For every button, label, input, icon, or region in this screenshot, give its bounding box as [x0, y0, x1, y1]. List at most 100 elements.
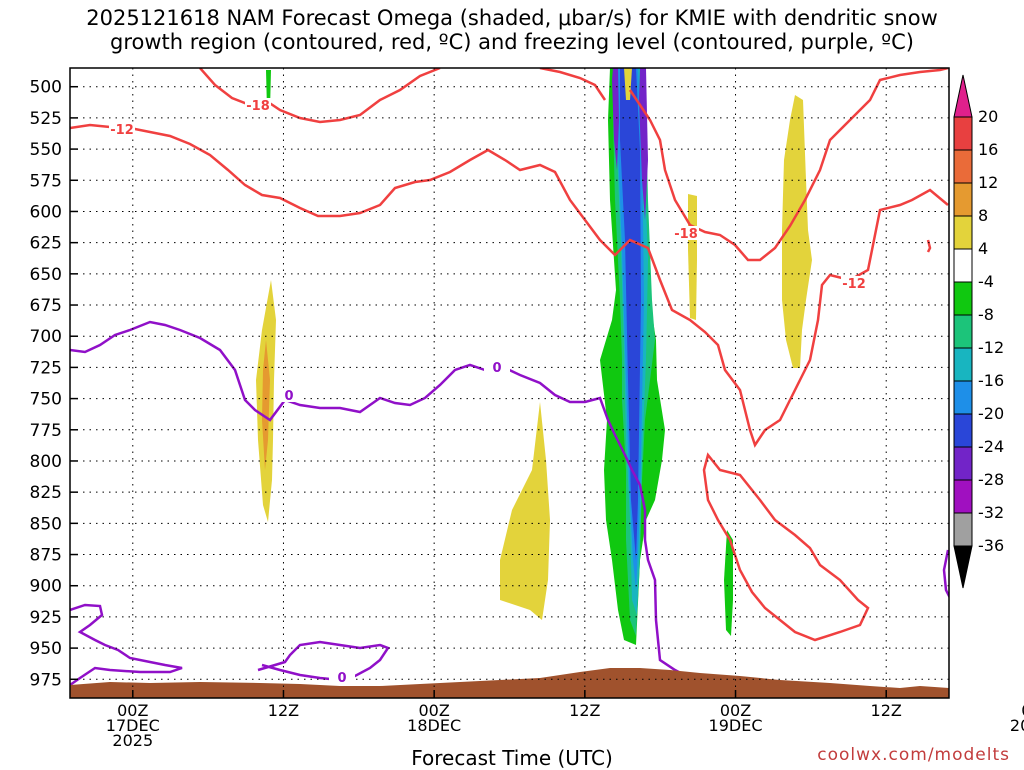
- freezing-contour-right-edge: [942, 549, 949, 599]
- contour-label: -12: [110, 123, 134, 138]
- contour-label-bg: [109, 122, 135, 136]
- colorbar-bin: [953, 215, 973, 250]
- colorbar-label: 16: [978, 140, 998, 159]
- colorbar-bin: [953, 248, 973, 283]
- x-tick-label: 2025: [112, 731, 153, 750]
- colorbar-bin: [953, 149, 973, 184]
- y-tick-label: 800: [30, 452, 62, 472]
- freezing-contour-lower-left: [70, 603, 183, 687]
- omega-positive-6z-19dec: [688, 194, 697, 320]
- credit-text: coolwx.com/modelts: [817, 745, 1010, 765]
- y-tick-label: 750: [30, 390, 62, 410]
- x-tick-label: 00Z: [1021, 701, 1024, 720]
- y-axis: 500 525 550 575 600 625 650 675 700 725 750 775 800 8…: [30, 78, 78, 690]
- plot-frame: [69, 67, 950, 699]
- x-tick-label: 17DEC: [106, 716, 160, 735]
- colorbar-label: -36: [978, 536, 1004, 555]
- colorbar-label: 20: [978, 107, 998, 126]
- dsgr-contour-small: [926, 239, 932, 253]
- contour-label: 0: [284, 389, 293, 404]
- colorbar-bin: [953, 380, 973, 415]
- y-tick-label: 725: [30, 358, 62, 378]
- x-tick-label: 12Z: [569, 701, 600, 720]
- colorbar-extend-top: [953, 74, 973, 118]
- contour-label-bg: [673, 226, 699, 240]
- omega-negative-12z-19dec: [724, 530, 733, 636]
- x-tick-label: 00Z: [418, 701, 449, 720]
- freezing-contour-lower-mid: [257, 640, 390, 682]
- contour-label-bg: [329, 670, 355, 684]
- colorbar-label: -24: [978, 437, 1004, 456]
- omega-positive-15z-19dec: [782, 95, 812, 368]
- y-tick-label: 700: [30, 327, 62, 347]
- colorbar-label: -20: [978, 404, 1004, 423]
- y-tick-label: 950: [30, 639, 62, 659]
- x-tick-label: 12Z: [871, 701, 902, 720]
- x-tick-label: 00Z: [117, 701, 148, 720]
- y-tick-label: 650: [30, 265, 62, 285]
- contour-label: -18: [674, 227, 698, 242]
- y-tick-label: 575: [30, 171, 62, 191]
- colorbar-extend-bottom: [953, 545, 973, 589]
- contour-label-bg: [245, 98, 271, 112]
- colorbar-label: -8: [978, 305, 994, 324]
- omega-core-12z-17dec: [262, 340, 270, 470]
- contour-label-bg: [276, 388, 302, 402]
- dsgr-contour-closed: [702, 452, 870, 642]
- dsgr-contours: [70, 68, 949, 642]
- x-axis-title: Forecast Time (UTC): [411, 746, 613, 770]
- contour-label: -12: [842, 277, 866, 292]
- y-tick-label: 925: [30, 608, 62, 628]
- colorbar: 20 16 12 8 4 -4 -8 -12 -16 -20 -24 -28 -32 -36: [953, 74, 1004, 589]
- x-tick-label: 19DEC: [709, 716, 763, 735]
- colorbar-bin: [953, 512, 973, 547]
- dsgr-contour-minus18: [199, 68, 949, 262]
- grid-lines: [70, 68, 949, 698]
- x-tick-label: 18DEC: [407, 716, 461, 735]
- omega-negative-band-purple: [612, 68, 619, 170]
- freezing-contours: [70, 320, 949, 691]
- x-tick-label: 20DEC: [1010, 716, 1024, 735]
- contour-label-bg: [484, 360, 510, 374]
- y-tick-label: 675: [30, 296, 62, 316]
- y-tick-label: 850: [30, 514, 62, 534]
- dsgr-contour-minus12: [70, 123, 949, 448]
- colorbar-label: 8: [978, 206, 988, 225]
- contour-labels: -18 -12 -18 -12 0 0 0: [109, 98, 867, 686]
- x-tick-label: 00Z: [720, 701, 751, 720]
- x-tick-label: 12Z: [268, 701, 299, 720]
- colorbar-label: -32: [978, 503, 1004, 522]
- colorbar-bin: [953, 479, 973, 514]
- terrain-surface: [70, 668, 949, 698]
- colorbar-label: -28: [978, 470, 1004, 489]
- colorbar-label: 12: [978, 173, 998, 192]
- contour-label: -18: [246, 99, 270, 114]
- y-tick-label: 775: [30, 421, 62, 441]
- y-tick-label: 875: [30, 546, 62, 566]
- y-tick-label: 525: [30, 109, 62, 129]
- chart-title-line2: growth region (contoured, red, ºC) and f…: [110, 30, 914, 54]
- colorbar-label: -12: [978, 338, 1004, 357]
- colorbar-bin: [953, 413, 973, 448]
- contour-label-bg: [841, 276, 867, 290]
- colorbar-bin: [953, 281, 973, 316]
- omega-shading: [256, 68, 812, 645]
- colorbar-bin: [953, 182, 973, 217]
- colorbar-bin: [953, 314, 973, 349]
- colorbar-bin: [953, 347, 973, 382]
- colorbar-bin: [953, 116, 973, 151]
- omega-positive-plume-12z-18dec: [500, 402, 550, 620]
- y-tick-label: 500: [30, 78, 62, 98]
- x-axis: 00Z17DEC202512Z00Z18DEC12Z00Z19DEC12Z00Z…: [106, 690, 1024, 750]
- y-tick-label: 625: [30, 234, 62, 254]
- freezing-contour-main: [70, 320, 701, 691]
- colorbar-label: 4: [978, 239, 988, 258]
- colorbar-bin: [953, 446, 973, 481]
- y-tick-label: 900: [30, 577, 62, 597]
- y-tick-label: 825: [30, 483, 62, 503]
- contour-label: 0: [492, 361, 501, 376]
- y-tick-label: 975: [30, 670, 62, 690]
- y-tick-label: 600: [30, 202, 62, 222]
- colorbar-label: -16: [978, 371, 1004, 390]
